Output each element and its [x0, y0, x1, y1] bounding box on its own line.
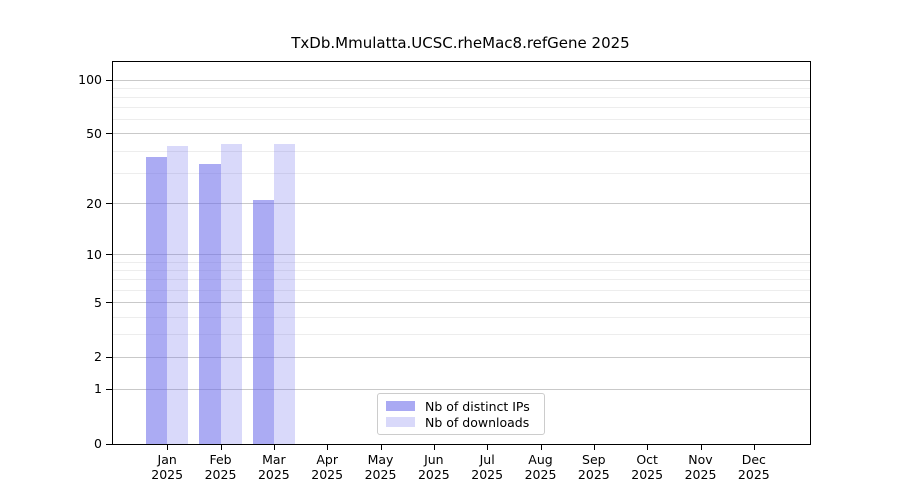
legend-swatch-distinct-ips — [386, 401, 415, 411]
x-axis-tick — [647, 444, 649, 450]
gridline-minor — [113, 334, 810, 336]
y-axis-tick — [106, 443, 113, 445]
bar-distinct-ips — [252, 200, 274, 444]
gridline-major — [113, 79, 810, 81]
y-axis-tick — [106, 356, 113, 358]
x-axis-tick — [433, 444, 435, 450]
bar-distinct-ips — [145, 157, 168, 444]
y-axis-tick-label: 50 — [86, 125, 102, 141]
x-axis-tick-label: Aug 2025 — [524, 452, 557, 482]
legend-swatch-downloads — [386, 417, 415, 427]
gridline-major — [113, 302, 810, 304]
y-axis-tick-label: 0 — [94, 436, 102, 451]
y-axis-tick — [106, 302, 113, 304]
gridline-major — [113, 254, 810, 256]
gridline-minor — [113, 119, 810, 121]
y-axis-tick — [106, 133, 113, 135]
x-axis-tick — [220, 444, 222, 450]
bar-downloads — [220, 143, 242, 444]
x-axis-tick — [273, 444, 275, 450]
gridline-minor — [113, 87, 810, 89]
plot-area: 0 1 2 5 10 20 50 100 Jan 2025 Feb 2025 Mar 2025 Apr… — [78, 61, 811, 482]
x-axis-tick — [540, 444, 542, 450]
y-axis-tick-label: 10 — [86, 246, 102, 262]
bar-downloads — [273, 143, 296, 444]
x-axis-tick-label: Mar 2025 — [257, 452, 290, 482]
legend-label-distinct-ips: Nb of distinct IPs — [425, 398, 530, 414]
x-axis-tick — [753, 444, 755, 450]
x-axis-tick-label: Oct 2025 — [631, 452, 664, 482]
x-axis-tick-label: Sep 2025 — [577, 452, 610, 482]
bar-downloads — [167, 145, 189, 444]
x-axis-tick — [327, 444, 329, 450]
y-axis-tick-label: 100 — [78, 72, 102, 87]
y-axis-tick — [106, 203, 113, 205]
y-axis-tick — [106, 79, 113, 81]
x-axis-tick — [380, 444, 382, 450]
gridline-minor — [113, 270, 810, 272]
legend-item-downloads: Nb of downloads — [386, 414, 536, 430]
x-axis-tick — [487, 444, 489, 450]
y-axis-tick-label: 20 — [86, 195, 102, 211]
x-axis-tick-label: Feb 2025 — [204, 452, 237, 482]
x-axis-tick — [167, 444, 169, 450]
x-axis-tick — [700, 444, 702, 450]
gridline-minor — [113, 279, 810, 281]
gridline-minor — [113, 150, 810, 152]
x-axis-tick-label: Apr 2025 — [311, 452, 344, 482]
gridline-minor — [113, 261, 810, 263]
gridline-minor — [113, 172, 810, 174]
x-axis-tick — [593, 444, 595, 450]
x-axis-tick-label: Nov 2025 — [684, 452, 717, 482]
x-axis-tick-label: Jan 2025 — [151, 452, 184, 482]
gridline-major — [113, 203, 810, 205]
x-axis-tick-label: Dec 2025 — [737, 452, 770, 482]
legend: Nb of distinct IPs Nb of downloads — [377, 393, 545, 435]
x-axis-tick-label: Jul 2025 — [471, 452, 504, 482]
gridline-major — [113, 133, 810, 135]
gridline-minor — [113, 107, 810, 109]
gridline-minor — [113, 96, 810, 98]
legend-item-distinct-ips: Nb of distinct IPs — [386, 398, 536, 414]
gridline-minor — [113, 316, 810, 318]
chart-title: TxDb.Mmulatta.UCSC.rheMac8.refGene 2025 — [291, 34, 630, 52]
y-axis-tick — [106, 254, 113, 256]
gridline-major — [113, 388, 810, 390]
gridline-major — [113, 356, 810, 358]
legend-label-downloads: Nb of downloads — [425, 414, 530, 430]
y-axis-tick-label: 2 — [94, 349, 102, 365]
x-axis-tick-label: May 2025 — [364, 452, 397, 482]
y-axis-tick — [106, 388, 113, 390]
x-axis-tick-label: Jun 2025 — [417, 452, 450, 482]
y-axis-tick-label: 1 — [94, 381, 102, 397]
bar-distinct-ips — [199, 163, 221, 444]
y-axis-tick-label: 5 — [94, 294, 102, 310]
gridline-minor — [113, 290, 810, 292]
